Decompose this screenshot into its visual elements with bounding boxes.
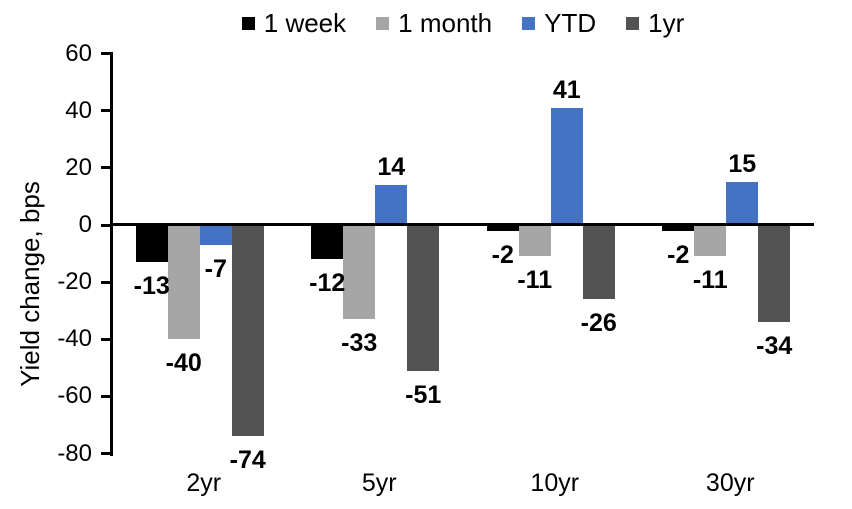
bar-1-week-30yr xyxy=(662,225,695,231)
bar-1-month-10yr xyxy=(518,225,551,257)
legend-item-1-month: 1 month xyxy=(376,10,492,36)
data-label-1-month-2yr: -40 xyxy=(165,349,202,378)
data-label-1yr-30yr: -34 xyxy=(756,332,793,361)
data-label-1-week-5yr: -12 xyxy=(309,269,346,298)
data-label-ytd-10yr: 41 xyxy=(552,75,581,104)
data-label-ytd-5yr: 14 xyxy=(377,153,406,181)
y-tick-60 xyxy=(101,52,113,56)
y-tick--80 xyxy=(101,452,113,456)
y-tick--60 xyxy=(101,394,113,398)
data-label-1-month-5yr: -33 xyxy=(341,329,378,358)
bar-ytd-5yr xyxy=(375,185,408,225)
category-label-2yr: 2yr xyxy=(186,469,222,497)
y-tick-label-20: 20 xyxy=(65,153,92,181)
legend-swatch-1-week-icon xyxy=(241,16,255,30)
bar-1-month-5yr xyxy=(343,225,376,320)
data-label-1-week-2yr: -13 xyxy=(133,272,170,301)
data-label-1-month-10yr: -11 xyxy=(517,266,553,295)
y-tick-0 xyxy=(101,223,113,227)
bar-ytd-30yr xyxy=(726,182,759,225)
y-tick-label--40: -40 xyxy=(57,325,92,353)
legend-item-1-week: 1 week xyxy=(241,8,347,38)
y-tick-label-40: 40 xyxy=(65,96,92,124)
y-tick--40 xyxy=(101,337,113,341)
y-tick-label-60: 60 xyxy=(65,39,92,67)
category-label-10yr: 10yr xyxy=(530,469,580,497)
bar-1-month-2yr xyxy=(167,225,200,340)
y-tick-label--80: -80 xyxy=(57,439,92,467)
legend-swatch-ytd-icon xyxy=(522,16,536,30)
data-label-1-week-30yr: -2 xyxy=(667,240,690,269)
y-tick-label--20: -20 xyxy=(57,268,92,296)
data-label-1-month-30yr: -11 xyxy=(692,266,728,295)
x-axis-zero-line xyxy=(110,223,814,226)
legend-item-1yr: 1yr xyxy=(626,10,684,36)
data-label-ytd-2yr: -7 xyxy=(204,255,227,283)
chart-legend: 1 week 1 month YTD 1yr xyxy=(112,6,814,40)
bar-1yr-2yr xyxy=(231,225,264,437)
bar-1yr-5yr xyxy=(407,225,440,371)
y-axis-line xyxy=(110,52,113,456)
y-tick-label--60: -60 xyxy=(57,382,92,410)
y-tick-20 xyxy=(101,166,113,170)
data-label-1yr-5yr: -51 xyxy=(405,380,442,409)
bar-1yr-10yr xyxy=(582,225,615,300)
data-label-1yr-10yr: -26 xyxy=(580,309,617,338)
category-label-30yr: 30yr xyxy=(705,469,755,497)
legend-swatch-1-month-icon xyxy=(376,16,390,30)
bar-1-month-30yr xyxy=(694,225,727,257)
legend-label-1yr: 1yr xyxy=(648,8,685,38)
y-tick--20 xyxy=(101,280,113,284)
bar-1-week-5yr xyxy=(311,225,344,260)
data-label-1-week-10yr: -2 xyxy=(491,240,514,269)
legend-swatch-1yr-icon xyxy=(626,16,640,30)
bar-1yr-30yr xyxy=(758,225,791,323)
bar-1-week-2yr xyxy=(135,225,168,263)
legend-item-ytd: YTD xyxy=(522,10,596,36)
bar-1-week-10yr xyxy=(486,225,519,231)
bar-ytd-10yr xyxy=(550,107,583,225)
y-tick-label-0: 0 xyxy=(78,211,92,238)
legend-label-1-week: 1 week xyxy=(263,8,347,38)
legend-label-ytd: YTD xyxy=(544,8,597,38)
bar-ytd-2yr xyxy=(199,225,232,245)
data-label-ytd-30yr: 15 xyxy=(728,150,757,179)
data-label-1yr-2yr: -74 xyxy=(229,446,266,475)
legend-label-1-month: 1 month xyxy=(398,8,493,38)
category-label-5yr: 5yr xyxy=(361,469,397,497)
y-tick-40 xyxy=(101,109,113,113)
